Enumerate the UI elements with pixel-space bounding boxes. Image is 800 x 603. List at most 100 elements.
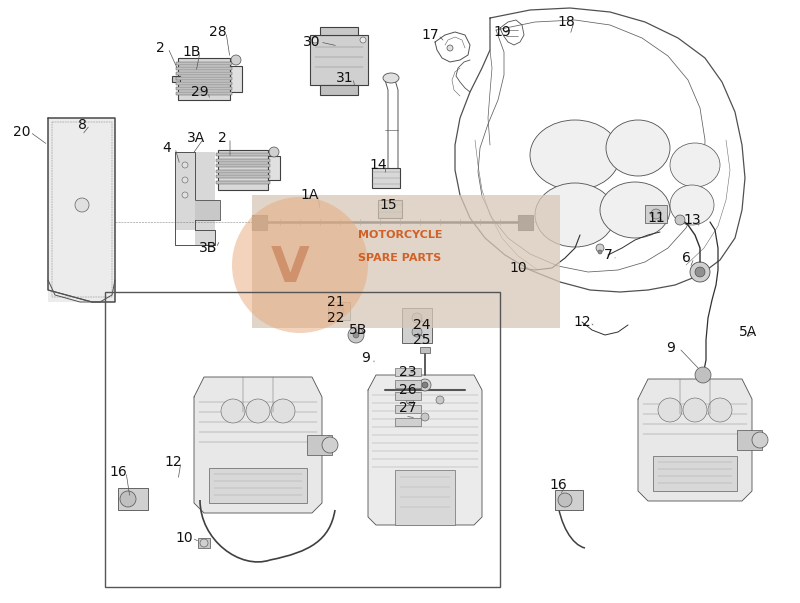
- Bar: [176, 67, 232, 70]
- Ellipse shape: [670, 143, 720, 187]
- Text: SPARE PARTS: SPARE PARTS: [358, 253, 442, 263]
- Polygon shape: [195, 200, 220, 220]
- Bar: [216, 159, 270, 162]
- Circle shape: [708, 398, 732, 422]
- Text: 25: 25: [414, 333, 430, 347]
- Circle shape: [695, 367, 711, 383]
- Circle shape: [269, 147, 279, 157]
- Circle shape: [334, 306, 344, 316]
- Circle shape: [651, 209, 661, 219]
- Text: 12: 12: [573, 315, 591, 329]
- Bar: [320, 27, 358, 35]
- Text: 1A: 1A: [301, 188, 319, 202]
- Bar: [395, 418, 421, 426]
- Text: 17: 17: [421, 28, 439, 42]
- Text: 2: 2: [156, 41, 164, 55]
- Text: 7: 7: [604, 248, 612, 262]
- Circle shape: [200, 539, 208, 547]
- Text: 15: 15: [379, 198, 397, 212]
- Text: V: V: [270, 244, 310, 292]
- Circle shape: [752, 432, 768, 448]
- Ellipse shape: [670, 185, 714, 225]
- Text: 16: 16: [109, 465, 127, 479]
- Text: 22: 22: [327, 311, 345, 325]
- Circle shape: [406, 396, 414, 404]
- Text: MOTORCYCLE: MOTORCYCLE: [358, 230, 442, 240]
- Text: 24: 24: [414, 318, 430, 332]
- Text: 6: 6: [682, 251, 690, 265]
- Text: 21: 21: [327, 295, 345, 309]
- Circle shape: [246, 399, 270, 423]
- Circle shape: [232, 197, 368, 333]
- Bar: [378, 200, 402, 218]
- Text: 5B: 5B: [349, 323, 367, 337]
- Text: 2: 2: [218, 131, 226, 145]
- Text: 19: 19: [493, 25, 511, 39]
- Circle shape: [675, 215, 685, 225]
- Polygon shape: [175, 152, 215, 245]
- Bar: [320, 85, 358, 95]
- Circle shape: [596, 244, 604, 252]
- Text: 29: 29: [191, 85, 209, 99]
- Text: 28: 28: [209, 25, 227, 39]
- Bar: [555, 490, 583, 510]
- Circle shape: [436, 396, 444, 404]
- Circle shape: [182, 192, 188, 198]
- Text: 27: 27: [399, 401, 417, 415]
- Bar: [176, 77, 232, 80]
- Ellipse shape: [606, 120, 670, 176]
- Bar: [176, 82, 232, 85]
- Bar: [216, 180, 270, 183]
- Circle shape: [271, 399, 295, 423]
- Polygon shape: [368, 375, 482, 525]
- Bar: [176, 62, 232, 65]
- Text: 23: 23: [399, 365, 417, 379]
- Circle shape: [120, 491, 136, 507]
- Bar: [230, 66, 242, 92]
- Circle shape: [558, 493, 572, 507]
- Text: 20: 20: [14, 125, 30, 139]
- Circle shape: [312, 37, 318, 43]
- Circle shape: [231, 55, 241, 65]
- Bar: [268, 156, 280, 180]
- Text: 3A: 3A: [187, 131, 205, 145]
- Circle shape: [412, 313, 422, 323]
- Text: 4: 4: [162, 141, 171, 155]
- Bar: [420, 347, 430, 353]
- Bar: [216, 169, 270, 172]
- Bar: [218, 150, 268, 190]
- Bar: [395, 368, 421, 376]
- Text: 31: 31: [336, 71, 354, 85]
- Bar: [216, 175, 270, 178]
- Bar: [645, 205, 667, 223]
- Bar: [307, 435, 332, 455]
- Text: 16: 16: [549, 478, 567, 492]
- Circle shape: [322, 437, 338, 453]
- Bar: [216, 153, 270, 156]
- Bar: [653, 456, 737, 491]
- Text: 12: 12: [164, 455, 182, 469]
- Bar: [395, 405, 421, 413]
- Text: 13: 13: [683, 213, 701, 227]
- Bar: [252, 215, 267, 230]
- Bar: [252, 195, 560, 328]
- Circle shape: [360, 37, 366, 43]
- Ellipse shape: [530, 120, 620, 190]
- Text: 10: 10: [175, 531, 193, 545]
- Circle shape: [353, 332, 359, 338]
- Bar: [176, 72, 232, 75]
- Polygon shape: [48, 118, 115, 302]
- Circle shape: [348, 327, 364, 343]
- Bar: [216, 164, 270, 167]
- Text: 9: 9: [362, 351, 370, 365]
- Bar: [176, 92, 232, 95]
- Text: 3B: 3B: [199, 241, 217, 255]
- Bar: [737, 430, 762, 450]
- Circle shape: [422, 382, 428, 388]
- Text: 5A: 5A: [739, 325, 757, 339]
- Circle shape: [658, 398, 682, 422]
- Bar: [395, 470, 455, 525]
- Bar: [118, 488, 148, 510]
- Ellipse shape: [535, 183, 615, 247]
- Ellipse shape: [383, 73, 399, 83]
